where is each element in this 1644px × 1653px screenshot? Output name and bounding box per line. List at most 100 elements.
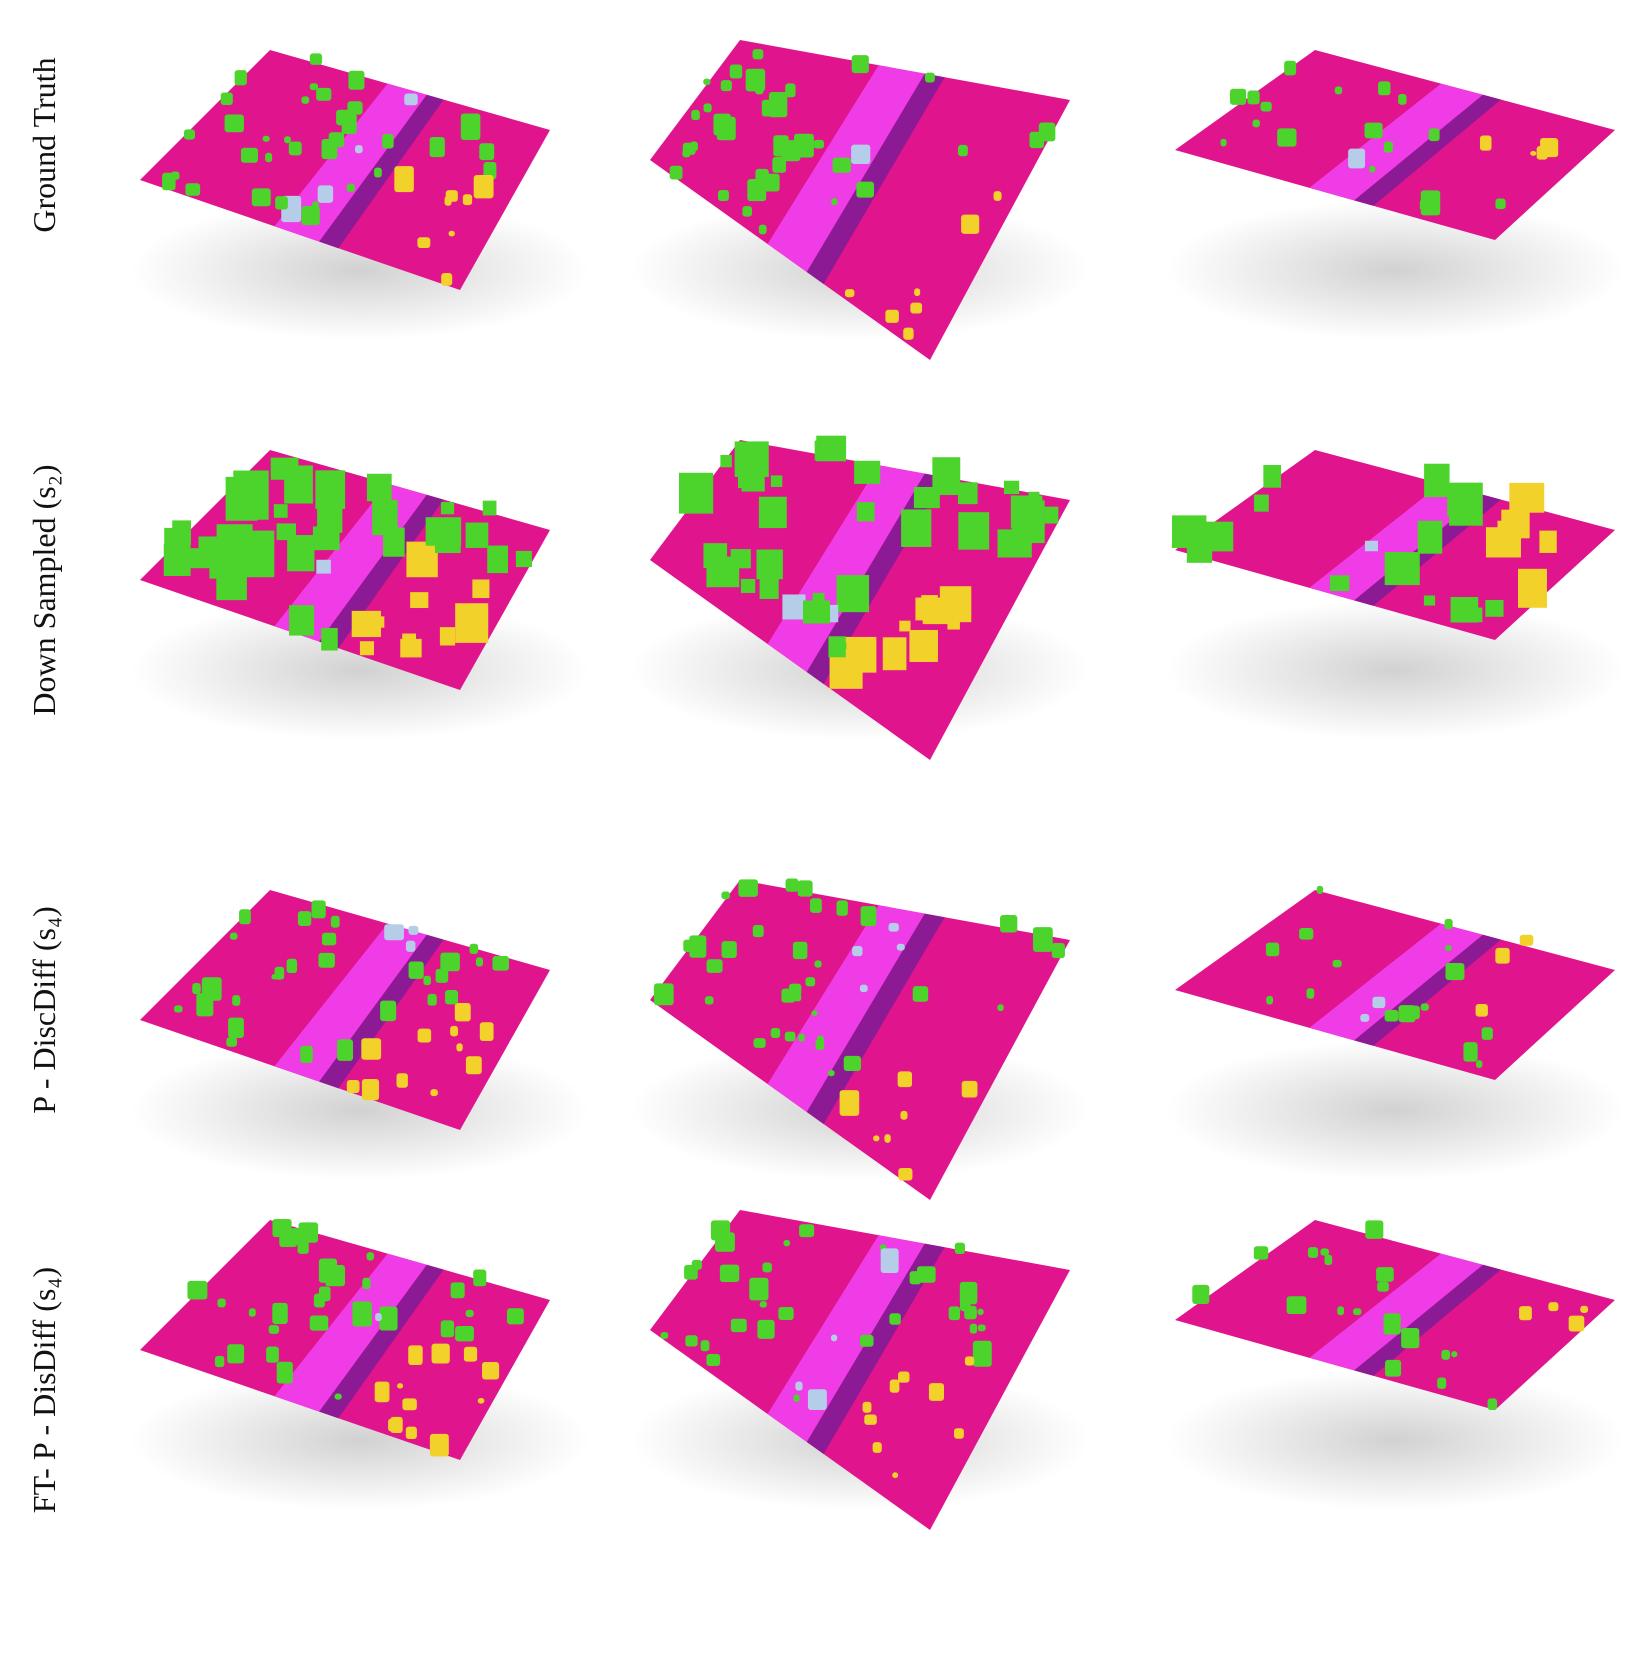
object (1044, 506, 1059, 524)
object (316, 87, 332, 101)
object (885, 309, 899, 323)
object (1263, 465, 1282, 488)
object (1485, 527, 1522, 558)
object (1398, 94, 1407, 105)
object (873, 1135, 880, 1142)
road (767, 905, 925, 1112)
object (856, 181, 875, 198)
object (805, 977, 816, 987)
object (445, 989, 459, 1005)
object (1444, 918, 1453, 930)
object (1424, 463, 1450, 498)
object (882, 637, 907, 671)
object (997, 1004, 1004, 1012)
object (1284, 60, 1297, 76)
object (761, 99, 778, 117)
object (170, 171, 180, 180)
object (685, 1335, 698, 1347)
render-panel (130, 50, 590, 340)
object (1423, 595, 1436, 606)
object (770, 475, 783, 487)
object (346, 1080, 360, 1093)
object (318, 952, 335, 968)
object (1171, 515, 1207, 548)
object (382, 133, 394, 149)
object (183, 129, 195, 140)
object (311, 900, 326, 919)
object (301, 96, 310, 104)
object (1320, 1248, 1330, 1256)
object (1201, 521, 1234, 552)
object (232, 995, 241, 1006)
object (717, 189, 729, 201)
object (851, 144, 871, 164)
object (481, 1362, 500, 1380)
object (1337, 1306, 1345, 1316)
object (479, 143, 495, 161)
object (163, 543, 191, 576)
object (1332, 959, 1342, 968)
object (439, 627, 456, 646)
object (810, 898, 822, 913)
object (318, 1258, 338, 1283)
object (795, 1381, 803, 1391)
object (854, 460, 881, 484)
road (1309, 1253, 1483, 1371)
object (384, 924, 404, 941)
object (1299, 928, 1314, 940)
object (1253, 1246, 1269, 1260)
object (1479, 135, 1492, 151)
object (375, 1313, 382, 1322)
object (832, 157, 851, 173)
object (784, 1031, 796, 1042)
object (852, 946, 863, 957)
object (228, 1017, 244, 1038)
object (309, 1315, 329, 1331)
object (366, 1252, 375, 1261)
object (240, 147, 258, 163)
object (289, 605, 315, 636)
object (827, 1070, 835, 1077)
row-label: P - DiscDiff (s₄) (26, 906, 62, 1114)
object (465, 1309, 474, 1318)
object (740, 578, 756, 593)
object (888, 923, 899, 932)
object (1360, 1013, 1370, 1022)
object (993, 191, 1002, 201)
object (355, 145, 363, 154)
object (773, 135, 789, 157)
object (440, 952, 460, 972)
object (1539, 530, 1557, 553)
object (793, 993, 802, 1002)
object (465, 522, 489, 548)
object (690, 141, 698, 152)
object (1519, 934, 1534, 946)
object (977, 1308, 984, 1316)
object (782, 594, 806, 620)
object (270, 457, 299, 480)
object (229, 932, 238, 940)
object (961, 214, 980, 234)
object (954, 1242, 966, 1254)
object (448, 230, 455, 237)
object (831, 198, 838, 206)
object (753, 1038, 766, 1048)
object (1384, 552, 1420, 586)
object (843, 1055, 862, 1072)
object (1192, 1284, 1210, 1304)
object (262, 135, 270, 142)
render-panel (630, 878, 1090, 1200)
object (1540, 138, 1559, 158)
object (313, 1293, 325, 1308)
object (1398, 1005, 1416, 1023)
object (1476, 1060, 1483, 1069)
object (660, 1331, 669, 1339)
row-label: Down Sampled (s₂) (26, 464, 62, 715)
object (860, 1334, 874, 1347)
object (321, 627, 338, 651)
object (316, 559, 331, 574)
object (473, 174, 494, 199)
object (388, 1418, 399, 1432)
object (903, 327, 914, 340)
